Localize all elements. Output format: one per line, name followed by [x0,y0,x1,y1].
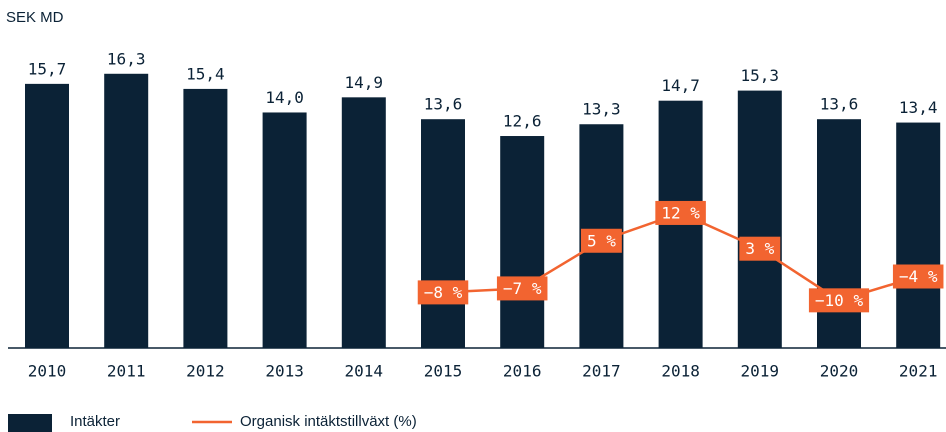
data-label: 13,6 [820,95,859,114]
legend-label: Organisk intäktstillväxt (%) [240,413,417,430]
data-label: −7 % [503,279,542,298]
x-tick-label: 2019 [741,362,780,381]
data-label: 13,3 [582,100,621,119]
x-tick-label: 2018 [661,362,700,381]
x-tick-label: 2017 [582,362,621,381]
bar [25,83,69,348]
bar [104,73,149,348]
data-label: 13,6 [424,95,463,114]
data-label: 15,7 [28,59,67,78]
line-label: −4 % [892,264,944,289]
x-tick-label: 2014 [345,362,384,381]
data-label: 12 % [661,203,700,222]
label-box [580,228,622,253]
bar [896,122,941,349]
bar [500,136,545,348]
line-label: 12 % [655,200,706,225]
bar [737,90,782,348]
bar [341,97,386,349]
line-label: 5 % [580,228,622,253]
x-tick-label: 2020 [820,362,859,381]
line-label: −7 % [496,276,548,301]
x-tick-label: 2012 [186,362,225,381]
chart-title: SEK MD [6,9,64,26]
data-label: 14,9 [345,73,384,92]
line-labels: −8 % −7 % 5 % 12 % 3 % −10 % −4 % [417,200,944,313]
data-label: 14,7 [661,76,700,95]
label-box [496,276,548,301]
legend-label: Intäkter [70,413,120,430]
data-label: 15,4 [186,64,225,83]
bar [262,112,307,349]
label-box [892,264,944,289]
data-label: 12,6 [503,112,542,131]
x-tick-label: 2015 [424,362,463,381]
label-box [417,280,469,305]
line-label: 3 % [739,236,781,261]
bar [421,119,465,348]
bar [817,119,861,348]
line-label: −8 % [417,280,469,305]
x-tick-label: 2011 [107,362,146,381]
x-tick-label: 2013 [265,362,304,381]
bars [25,73,941,349]
x-tick-label: 2016 [503,362,542,381]
data-label: 5 % [587,231,616,250]
x-tick-label: 2021 [899,362,938,381]
data-label: 3 % [745,239,774,258]
data-label: 15,3 [741,66,780,85]
data-label: 13,4 [899,98,938,117]
label-box [808,288,870,313]
data-label: −10 % [815,291,864,310]
data-label: −8 % [424,283,463,302]
data-label: −4 % [899,267,938,286]
x-tick-label: 2010 [28,362,67,381]
data-label: 14,0 [265,88,304,107]
line-label: −10 % [808,288,870,313]
label-box [655,200,706,225]
bar [183,88,228,348]
legend-swatch [8,414,52,432]
label-box [739,236,781,261]
data-label: 16,3 [107,49,146,68]
